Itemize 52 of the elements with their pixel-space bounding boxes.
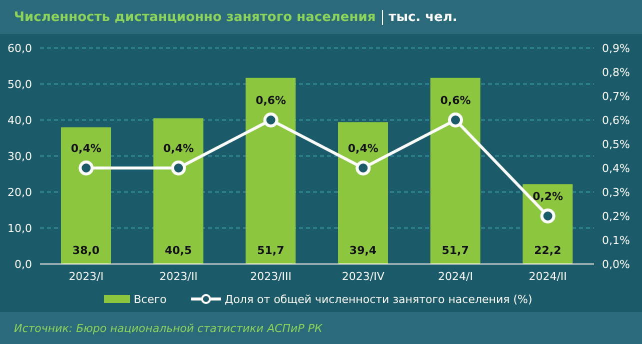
data-label: 51,7 xyxy=(442,244,469,257)
point xyxy=(540,208,556,224)
text: Источник: Бюро национальной статистики АСПиР РК xyxy=(14,322,322,334)
data-label: 0,6% xyxy=(440,94,471,107)
bar xyxy=(153,118,204,264)
legend-label: Доля от общей численности занятого населения (%) xyxy=(224,292,532,306)
data-label: 0,6% xyxy=(256,94,286,107)
data-label: 0,2% xyxy=(532,190,564,203)
y-tick-label: 20,0 xyxy=(8,186,32,199)
data-label: 39,4 xyxy=(349,244,377,257)
y2-tick-label: 0,9% xyxy=(602,42,630,55)
bar xyxy=(522,184,573,264)
y-tick-label: 0,0 xyxy=(14,258,32,271)
point xyxy=(171,160,186,176)
chart-subtitle: тыс. чел. xyxy=(382,10,458,24)
y2-tick-label: 0,1% xyxy=(602,234,630,247)
y-tick-label: 10,0 xyxy=(8,222,32,235)
y2-tick-label: 0,6% xyxy=(602,114,630,127)
data-label: 0,4% xyxy=(70,142,102,155)
bar xyxy=(430,78,480,264)
x-tick-label: 2024/I xyxy=(438,270,473,283)
point xyxy=(263,112,278,128)
x-tick-label: 2023/III xyxy=(250,270,292,283)
y-tick-label: 40,0 xyxy=(8,114,32,127)
x-tick-label: 2024/II xyxy=(528,270,567,283)
y2-tick-label: 0,2% xyxy=(602,210,630,223)
y-tick-label: 50,0 xyxy=(8,78,32,91)
point xyxy=(448,112,463,128)
bar xyxy=(246,78,296,264)
y2-tick-label: 0,5% xyxy=(602,138,630,151)
legend-label: Всего xyxy=(134,292,167,306)
y-tick-label: 60,0 xyxy=(8,42,32,55)
data-label: 51,7 xyxy=(257,244,284,257)
x-tick-label: 2023/IV xyxy=(342,270,385,283)
data-label: 38,0 xyxy=(72,244,100,257)
data-label: 40,5 xyxy=(164,244,192,257)
point xyxy=(356,160,371,176)
chart-title: Численность дистанционно занятого населения xyxy=(14,10,376,24)
bar xyxy=(338,122,388,264)
data-label: 0,4% xyxy=(163,142,194,155)
y2-tick-label: 0,8% xyxy=(602,66,630,79)
bar xyxy=(61,127,111,264)
y2-tick-label: 0,7% xyxy=(602,90,630,103)
y2-tick-label: 0,3% xyxy=(602,186,630,199)
y2-tick-label: 0,0% xyxy=(602,258,630,271)
x-tick-label: 2023/I xyxy=(68,270,104,283)
data-label: 22,2 xyxy=(534,244,562,257)
x-tick-label: 2023/II xyxy=(159,270,198,283)
data-label: 0,4% xyxy=(348,142,378,155)
y-tick-label: 30,0 xyxy=(8,150,32,163)
y2-tick-label: 0,4% xyxy=(602,162,630,175)
point xyxy=(78,160,94,176)
